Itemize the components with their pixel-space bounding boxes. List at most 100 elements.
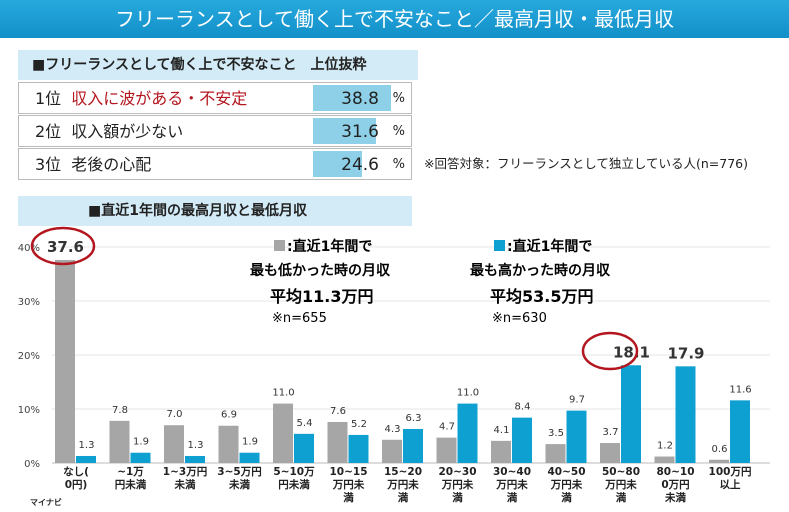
legend-label: 最も高かった時の月収 — [470, 262, 611, 279]
percent-sign: % — [392, 91, 405, 106]
x-tick-label: 80~10 0万円未満 — [656, 466, 694, 504]
data-label: 5.4 — [297, 418, 313, 429]
legend-average: 平均11.3万円 — [270, 287, 373, 306]
legend-swatch — [274, 240, 285, 251]
data-label: 7.0 — [167, 409, 183, 420]
rank-label: 1位 — [35, 89, 62, 108]
data-label: 1.3 — [188, 440, 204, 451]
x-tick-label: 5~10万円未満 — [273, 466, 315, 491]
bar — [109, 420, 130, 463]
percent-sign: % — [392, 157, 405, 172]
data-label: 4.3 — [385, 424, 401, 435]
data-label: 1.3 — [79, 440, 95, 451]
x-tick-label: 100万円以上 — [709, 466, 752, 491]
x-tick-label: 20~30 万円未満 — [438, 466, 476, 504]
data-label: 6.3 — [406, 413, 422, 424]
data-label: 7.6 — [330, 406, 346, 417]
legend-label: 最も低かった時の月収 — [250, 262, 391, 279]
bar — [294, 433, 314, 463]
bar — [654, 456, 675, 463]
x-tick-label: 30~40 万円未満 — [493, 466, 531, 504]
x-tick-label: ~1万円未満 — [115, 466, 147, 491]
y-tick-label: 30% — [18, 297, 40, 308]
data-label: 11.0 — [272, 388, 294, 399]
bar — [76, 455, 96, 463]
data-label: 7.8 — [112, 405, 128, 416]
data-label: 4.7 — [439, 422, 455, 433]
data-label: 1.9 — [133, 437, 149, 448]
bar — [273, 403, 293, 463]
chart-header: ■直近1年間の最高月収と最低月収 — [18, 196, 412, 226]
data-label: 3.7 — [603, 427, 619, 438]
highlight-circle — [581, 331, 639, 371]
y-tick-label: 10% — [18, 405, 40, 416]
data-label: 1.2 — [657, 441, 673, 452]
rank-value: 24.6 — [341, 155, 379, 175]
data-label: 1.9 — [242, 437, 258, 448]
legend-sample-size: ※n=655 — [272, 311, 327, 326]
ranking-header: ■フリーランスとして働く上で不安なこと 上位抜粋 — [18, 50, 418, 80]
rank-label: 3位 — [35, 155, 62, 174]
bar — [545, 444, 566, 463]
bar — [457, 403, 478, 463]
bar — [185, 455, 205, 463]
highlight-circle — [30, 226, 96, 266]
bar — [436, 437, 457, 463]
data-label: 0.6 — [712, 444, 728, 455]
value-bar — [313, 118, 377, 144]
rank-label: 2位 — [35, 122, 62, 141]
bar — [730, 400, 750, 463]
bar — [239, 452, 260, 463]
data-label: 17.9 — [667, 344, 704, 362]
legend-sample-size: ※n=630 — [492, 311, 547, 326]
legend-label: :直近1年間で — [507, 238, 592, 255]
rank-item: 収入額が少ない — [71, 122, 184, 141]
data-label: 5.2 — [351, 419, 367, 430]
rank-item: 老後の心配 — [71, 155, 152, 174]
x-tick-label: 1~3万円未満 — [163, 466, 207, 491]
legend-average: 平均53.5万円 — [490, 287, 593, 306]
logo: マイナビ — [30, 498, 62, 507]
x-tick-label: なし(0円) — [63, 466, 89, 491]
bar — [675, 366, 696, 463]
data-label: 4.1 — [494, 425, 510, 436]
bar — [709, 459, 729, 463]
rank-value: 31.6 — [341, 122, 379, 142]
bar — [566, 410, 587, 463]
value-bar — [313, 151, 363, 177]
x-tick-label: 40~50 万円未満 — [547, 466, 585, 504]
bar — [130, 452, 151, 463]
rank-value: 38.8 — [341, 89, 379, 109]
data-label: 11.6 — [729, 384, 751, 395]
bar — [512, 417, 532, 463]
bar — [403, 428, 423, 463]
legend-label: :直近1年間で — [287, 238, 372, 255]
data-label: 9.7 — [569, 395, 585, 406]
x-tick-label: 3~5万円未満 — [217, 466, 261, 491]
data-label: 18.1 — [613, 343, 650, 361]
legend-swatch — [494, 240, 505, 251]
ranking-row: 2位 収入額が少ない 31.6 % — [18, 115, 412, 147]
x-tick-label: 15~20 万円未満 — [384, 466, 422, 504]
y-tick-label: 20% — [18, 351, 40, 362]
ranking-row: 1位 収入に波がある・不安定 38.8 % — [18, 82, 412, 114]
bar — [164, 425, 184, 463]
x-tick-label: 50~80 万円未満 — [602, 466, 640, 504]
data-label: 11.0 — [457, 388, 479, 399]
bar — [600, 443, 620, 463]
percent-sign: % — [392, 124, 405, 139]
data-label: 3.5 — [548, 428, 564, 439]
y-tick-label: 40% — [18, 243, 40, 254]
bar — [621, 365, 641, 463]
rank-item: 収入に波がある・不安定 — [71, 89, 248, 108]
data-label: 37.6 — [47, 238, 84, 256]
bar — [55, 259, 75, 463]
bar — [218, 425, 239, 463]
bar — [327, 421, 348, 463]
bar — [491, 440, 511, 463]
bar — [382, 439, 402, 463]
data-label: 8.4 — [515, 402, 531, 413]
ranking-row: 3位 老後の心配 24.6 % — [18, 148, 412, 180]
page-title: フリーランスとして働く上で不安なこと／最高月収・最低月収 — [0, 0, 789, 38]
